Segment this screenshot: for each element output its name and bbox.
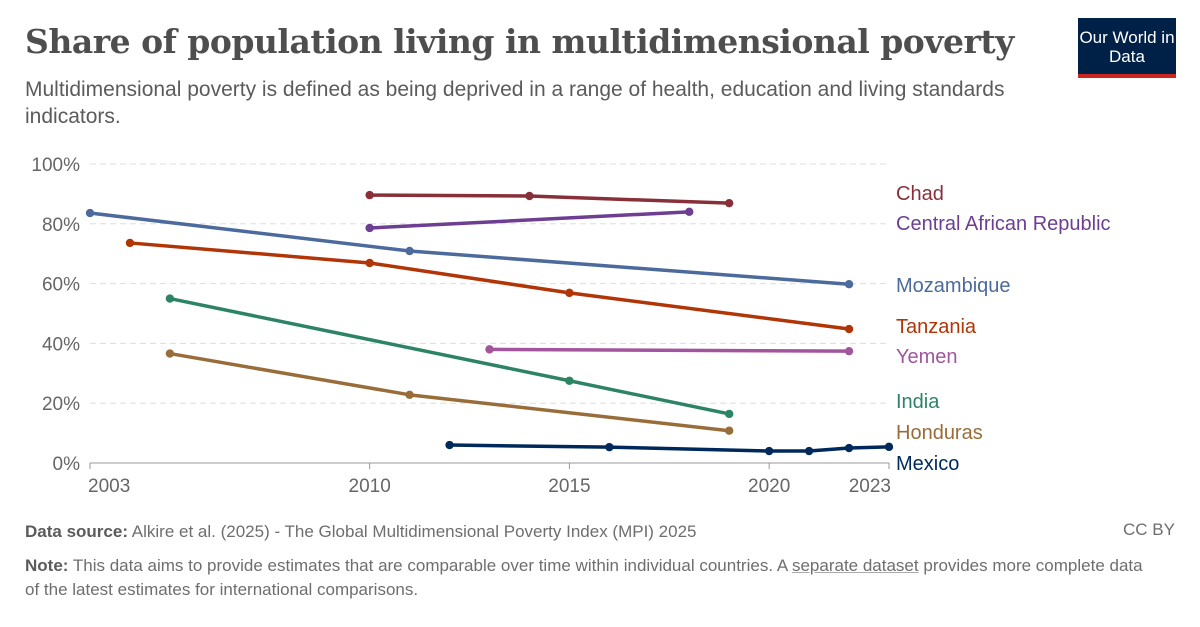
data-point bbox=[485, 345, 494, 354]
data-point bbox=[85, 208, 95, 218]
line-chart: 0% 20% 40% 60% 80% 100% 2003 2010 2015 2020 2023 Ch… bbox=[31, 155, 1111, 497]
series-line-tanzania bbox=[129, 241, 850, 331]
series-label: India bbox=[896, 391, 940, 413]
data-point bbox=[125, 238, 135, 248]
owid-logo[interactable]: Our World in Data bbox=[1078, 18, 1176, 78]
note-text-2: provides more complete data of the lates… bbox=[25, 556, 1143, 599]
series-label: Mexico bbox=[896, 453, 959, 475]
note: Note: This data aims to provide estimate… bbox=[25, 554, 1145, 602]
data-point bbox=[725, 198, 734, 208]
data-point bbox=[405, 390, 414, 400]
x-tick-label: 2003 bbox=[88, 476, 130, 497]
x-tick-label: 2010 bbox=[349, 476, 391, 497]
series-line-india bbox=[169, 296, 730, 416]
data-source: Data source: Alkire et al. (2025) - The … bbox=[25, 520, 697, 544]
data-point bbox=[405, 246, 414, 256]
source-text: Alkire et al. (2025) - The Global Multid… bbox=[131, 522, 697, 541]
data-point bbox=[445, 440, 454, 450]
y-tick-label: 40% bbox=[42, 334, 80, 355]
note-label: Note: bbox=[25, 556, 69, 575]
y-tick-label: 100% bbox=[31, 155, 80, 176]
data-point bbox=[725, 409, 734, 419]
data-point bbox=[725, 426, 734, 435]
data-point bbox=[165, 349, 175, 358]
series-label: Central African Republic bbox=[896, 213, 1111, 235]
data-point bbox=[844, 279, 854, 289]
data-point bbox=[844, 324, 854, 334]
series-line-honduras bbox=[169, 351, 730, 433]
license[interactable]: CC BY bbox=[1123, 520, 1175, 539]
chart-title: Share of population living in multidimen… bbox=[25, 22, 1014, 61]
x-tick-label: 2015 bbox=[548, 476, 590, 497]
series-line-central-african-republic bbox=[369, 210, 690, 230]
data-point bbox=[844, 443, 854, 453]
chart-subtitle: Multidimensional poverty is defined as b… bbox=[25, 78, 1005, 128]
data-point bbox=[165, 294, 175, 303]
data-point bbox=[365, 258, 374, 268]
x-tick-label: 2020 bbox=[748, 476, 790, 497]
x-tick-label: 2023 bbox=[849, 476, 891, 497]
series-label: Chad bbox=[896, 183, 944, 205]
y-tick-label: 60% bbox=[42, 275, 80, 296]
series-line-yemen bbox=[489, 347, 850, 353]
data-point bbox=[565, 288, 574, 298]
y-tick-label: 20% bbox=[42, 394, 80, 415]
note-text-1: This data aims to provide estimates that… bbox=[72, 556, 788, 575]
y-tick-label: 0% bbox=[53, 454, 81, 475]
data-point bbox=[884, 442, 894, 452]
data-point bbox=[844, 346, 854, 356]
series-line-mexico bbox=[449, 443, 890, 453]
data-point bbox=[685, 207, 694, 217]
series-label: Tanzania bbox=[896, 316, 977, 338]
data-point bbox=[804, 446, 814, 456]
y-tick-label: 80% bbox=[42, 215, 80, 236]
data-point bbox=[605, 442, 614, 452]
data-point bbox=[565, 376, 574, 385]
data-point bbox=[525, 191, 534, 201]
series-label: Yemen bbox=[896, 346, 958, 368]
data-point bbox=[365, 223, 374, 233]
series-label: Honduras bbox=[896, 422, 983, 444]
series-label: Mozambique bbox=[896, 275, 1011, 297]
source-label: Data source: bbox=[25, 522, 128, 541]
separate-dataset-link[interactable]: separate dataset bbox=[791, 556, 919, 575]
series-line-chad bbox=[369, 193, 730, 205]
data-point bbox=[365, 190, 374, 200]
data-point bbox=[764, 446, 774, 456]
